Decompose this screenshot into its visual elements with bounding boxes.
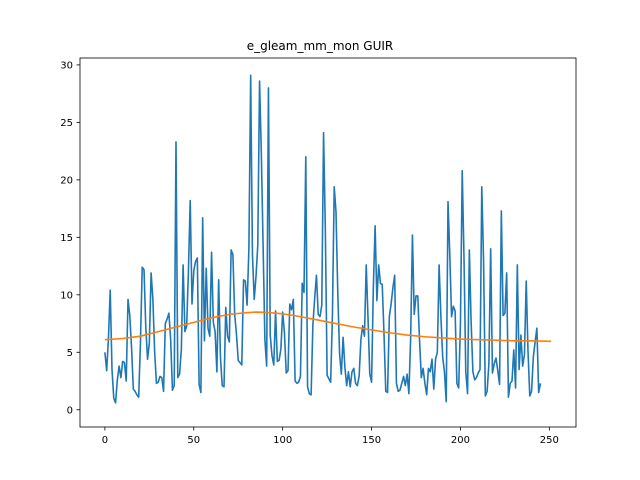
x-tick-label: 100 [273,435,292,446]
y-tick-label: 0 [67,405,73,416]
series-line-2 [104,311,552,343]
plot-frame [79,57,577,428]
series-line-1 [104,74,542,404]
y-tick-label: 20 [60,175,73,186]
y-tick-label: 5 [67,348,73,359]
x-tick-label: 150 [362,435,381,446]
x-tick-label: 200 [451,435,470,446]
series-layer [104,74,552,404]
y-tick-label: 10 [60,290,73,301]
x-tick-label: 0 [102,435,108,446]
x-tick-label: 250 [540,435,559,446]
axis-layer: 0 50 100 150 200 250 0 5 10 15 20 25 30 [60,57,577,446]
y-tick-label: 15 [60,233,73,244]
y-tick-label: 25 [60,118,73,129]
y-tick-label: 30 [60,60,73,71]
chart-title: e_gleam_mm_mon GUIR [247,39,394,53]
x-tick-label: 50 [187,435,200,446]
